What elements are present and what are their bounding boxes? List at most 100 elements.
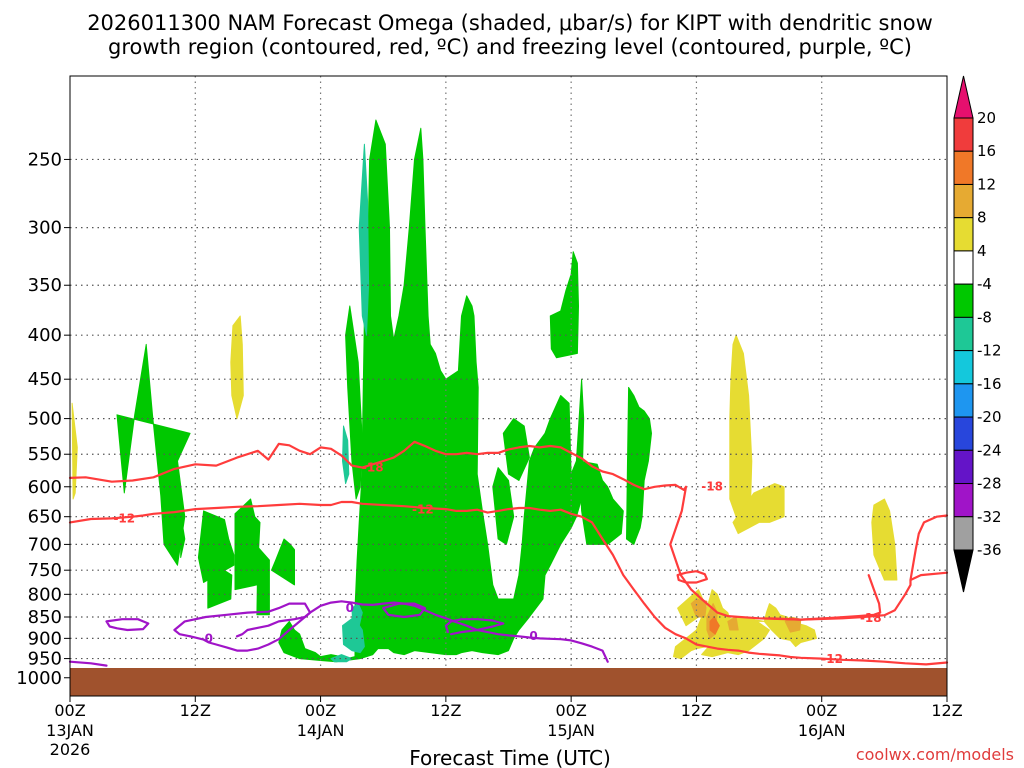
- colorbar-label-5: -4: [977, 275, 992, 293]
- colorbar-label-11: -28: [977, 475, 1002, 493]
- y-tick-label-850: 850: [28, 607, 62, 628]
- colorbar-box-1: [953, 117, 974, 152]
- colorbar-label-6: -8: [977, 308, 992, 326]
- colorbar-box-10: [953, 416, 974, 451]
- freezing-level-contour-0C-b: [173, 602, 312, 638]
- x-tick-label-1: 12Z: [180, 701, 211, 720]
- omega-region-green-1: [180, 513, 186, 558]
- freezing-level-label-0C-a-2: 0: [529, 629, 537, 643]
- colorbar-box-5: [953, 250, 974, 285]
- y-tick-label-550: 550: [28, 444, 62, 465]
- colorbar-label-8: -16: [977, 375, 1002, 393]
- omega-region-yellow-8: [871, 498, 898, 581]
- freezing-level-label-0C-a-0: 0: [205, 632, 213, 646]
- omega-region-green-10: [492, 467, 515, 545]
- isotherm-contour--18C-b: [768, 573, 882, 621]
- y-tick-label-750: 750: [28, 560, 62, 581]
- x-tick-label-5: 12Z: [681, 701, 712, 720]
- omega-region-green-3: [207, 559, 233, 609]
- omega-region-yellow-5: [729, 334, 753, 518]
- colorbar-label-4: 4: [977, 242, 987, 260]
- omega-region-green-12: [549, 251, 579, 359]
- colorbar-box-7: [953, 316, 974, 352]
- y-tick-label-1000: 1000: [16, 668, 62, 689]
- freezing-level-contour-0C-e: [68, 660, 108, 667]
- isotherm-label--12C-0: -12: [113, 511, 135, 525]
- isotherm-contour--12C-b: [909, 514, 949, 582]
- omega-region-green-0: [116, 343, 191, 566]
- omega-region-tan-0: [690, 598, 708, 618]
- freezing-level-contour-0C-f: [444, 618, 505, 636]
- isotherm-contour--18C: [68, 440, 949, 621]
- y-tick-label-450: 450: [28, 369, 62, 390]
- omega-region-green-7: [278, 119, 585, 663]
- colorbar-label-9: -20: [977, 408, 1002, 426]
- y-tick-label-500: 500: [28, 409, 62, 430]
- omega-region-yellow-4: [718, 603, 817, 648]
- colorbar-box-4: [953, 217, 974, 252]
- y-tick-label-400: 400: [28, 325, 62, 346]
- y-tick-label-800: 800: [28, 584, 62, 605]
- omega-region-yellow-0: [71, 402, 78, 500]
- omega-region-green-11: [502, 418, 530, 481]
- x-tick-year-0: 2026: [50, 740, 91, 759]
- y-tick-label-300: 300: [28, 218, 62, 239]
- isotherm-label--18C-0: -18: [362, 460, 384, 474]
- omega-region-yellow-6: [732, 483, 785, 535]
- surface-terrain: [70, 668, 947, 696]
- colorbar-label-12: -32: [977, 508, 1002, 526]
- colorbar-label-3: 8: [977, 209, 987, 227]
- isotherm-contour--12C: [68, 500, 949, 666]
- isotherm-label--12C-2: -12: [821, 652, 843, 666]
- isotherm-label--12C-1: -12: [412, 503, 434, 517]
- omega-region-tan-3: [727, 616, 739, 631]
- y-tick-label-600: 600: [28, 477, 62, 498]
- isotherm-contour--18C-loop: [676, 570, 709, 584]
- y-tick-label-950: 950: [28, 649, 62, 670]
- colorbar-label-2: 12: [977, 175, 996, 193]
- omega-region-green-14: [579, 460, 624, 545]
- freezing-level-contour-0C-c: [105, 618, 150, 632]
- omega-region-teal-0: [358, 143, 370, 336]
- colorbar-box-12: [953, 483, 974, 518]
- credit-link[interactable]: coolwx.com/models: [856, 745, 1014, 764]
- x-tick-label-7: 12Z: [931, 701, 962, 720]
- omega-region-yellow-1: [230, 315, 244, 420]
- colorbar-box-2: [953, 150, 974, 185]
- x-tick-date-6: 16JAN: [798, 721, 846, 740]
- chart-title-line-2: growth region (contoured, red, ºC) and f…: [108, 35, 912, 59]
- colorbar-box-9: [953, 383, 974, 418]
- omega-region-teal-2: [342, 616, 365, 654]
- omega-region-green-13: [626, 386, 652, 545]
- colorbar-bottom-arrow: [953, 549, 974, 593]
- y-tick-label-700: 700: [28, 534, 62, 555]
- colorbar-box-3: [953, 183, 974, 219]
- x-tick-date-2: 14JAN: [297, 721, 345, 740]
- y-tick-label-350: 350: [28, 275, 62, 296]
- omega-region-tan-2: [784, 616, 802, 633]
- colorbar-top-arrow: [953, 75, 974, 119]
- x-tick-label-4: 00Z: [555, 701, 586, 720]
- omega-region-green-9: [391, 543, 403, 643]
- y-tick-label-650: 650: [28, 507, 62, 528]
- x-tick-label-6: 00Z: [806, 701, 837, 720]
- x-tick-label-3: 12Z: [430, 701, 461, 720]
- omega-region-orange-0: [709, 616, 720, 635]
- omega-region-green-5: [256, 546, 270, 616]
- omega-shading: [71, 119, 898, 663]
- omega-region-green-8: [345, 305, 363, 500]
- y-tick-label-900: 900: [28, 628, 62, 649]
- chart-title-line-1: 2026011300 NAM Forecast Omega (shaded, μ…: [87, 11, 933, 35]
- omega-region-green-2: [197, 510, 235, 583]
- x-tick-label-0: 00Z: [54, 701, 85, 720]
- y-axis-ticks: 2503003504004505005506006507007508008509…: [16, 149, 70, 689]
- colorbar-label-13: -36: [977, 541, 1002, 559]
- plot-frame: [69, 75, 948, 697]
- omega-region-teal-3: [330, 654, 353, 663]
- colorbar-label-0: 20: [977, 109, 996, 127]
- omega-colorbar: 20 16 12 8 4 -4 -8 -12 -16 -20 -24 -28 -32 -36: [953, 75, 1002, 593]
- colorbar-box-8: [953, 350, 974, 385]
